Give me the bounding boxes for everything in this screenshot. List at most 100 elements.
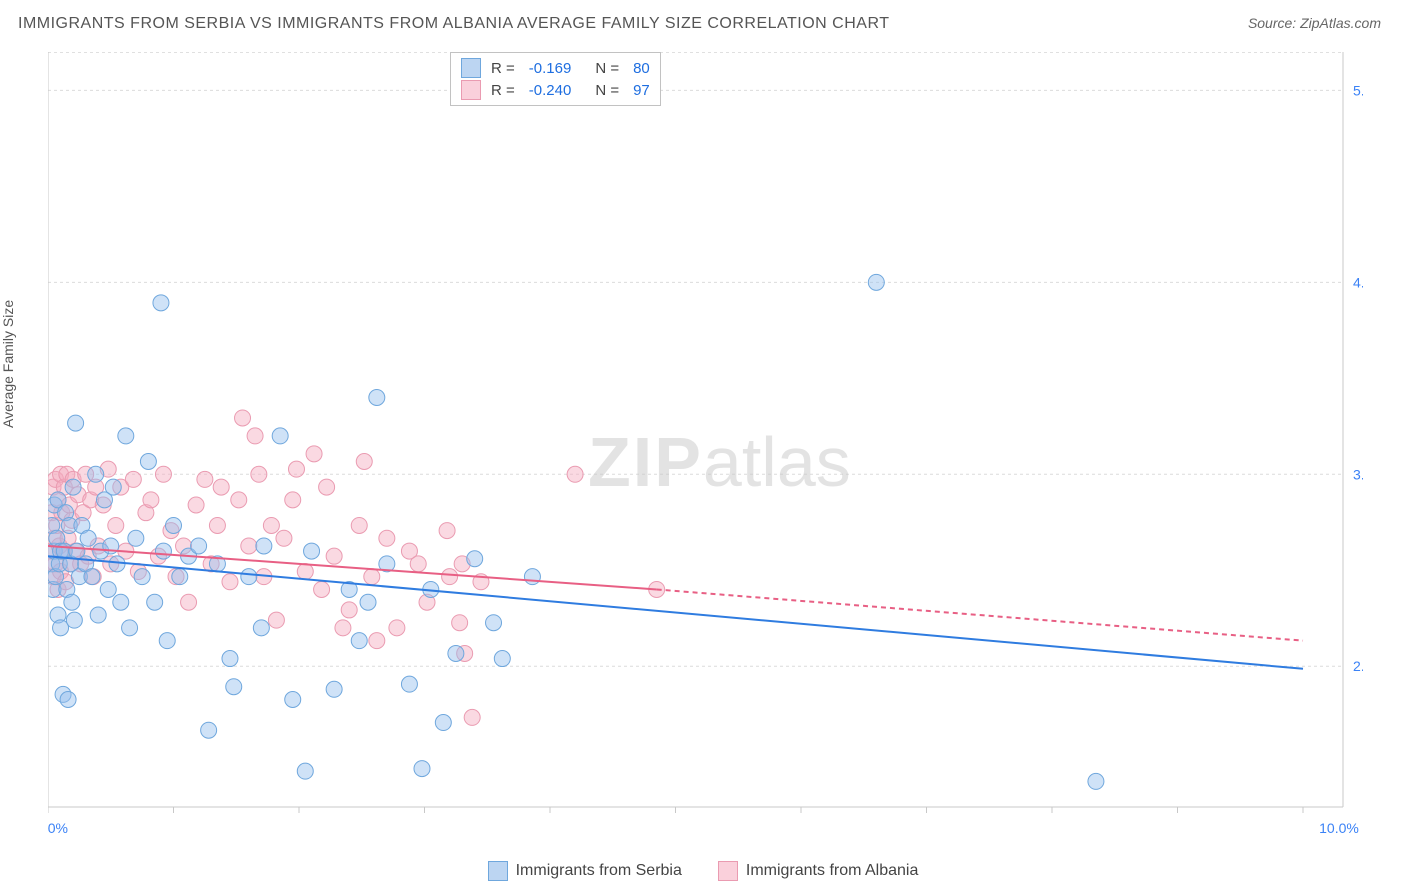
scatter-point-albania (306, 446, 322, 462)
scatter-point-albania (567, 466, 583, 482)
scatter-point-albania (351, 517, 367, 533)
scatter-point-serbia (524, 569, 540, 585)
scatter-point-albania (108, 517, 124, 533)
scatter-point-serbia (226, 679, 242, 695)
scatter-point-serbia (147, 594, 163, 610)
scatter-point-serbia (65, 479, 81, 495)
legend-swatch-pink (461, 80, 481, 100)
scatter-point-serbia (494, 651, 510, 667)
scatter-point-albania (379, 530, 395, 546)
scatter-point-serbia (326, 681, 342, 697)
scatter-point-albania (143, 492, 159, 508)
scatter-point-serbia (1088, 773, 1104, 789)
y-axis-label: Average Family Size (0, 300, 16, 428)
scatter-point-albania (251, 466, 267, 482)
scatter-point-albania (125, 471, 141, 487)
legend-swatch-blue (461, 58, 481, 78)
scatter-point-serbia (467, 551, 483, 567)
scatter-point-serbia (113, 594, 129, 610)
scatter-point-albania (410, 556, 426, 572)
n-label: N = (595, 60, 619, 77)
scatter-point-albania (356, 453, 372, 469)
regression-line-serbia (48, 556, 1303, 669)
scatter-point-serbia (66, 612, 82, 628)
scatter-point-serbia (435, 715, 451, 731)
scatter-point-albania (341, 602, 357, 618)
scatter-point-serbia (285, 692, 301, 708)
scatter-point-serbia (253, 620, 269, 636)
scatter-point-albania (335, 620, 351, 636)
series-legend: Immigrants from Serbia Immigrants from Al… (0, 861, 1406, 886)
scatter-point-albania (439, 523, 455, 539)
scatter-point-albania (319, 479, 335, 495)
legend-item: Immigrants from Albania (718, 861, 919, 881)
scatter-point-serbia (140, 453, 156, 469)
scatter-point-serbia (304, 543, 320, 559)
scatter-point-albania (297, 564, 313, 580)
scatter-point-albania (369, 633, 385, 649)
r-label: R = (491, 60, 515, 77)
scatter-point-serbia (84, 569, 100, 585)
scatter-point-serbia (351, 633, 367, 649)
scatter-point-serbia (369, 390, 385, 406)
legend-swatch-blue (488, 861, 508, 881)
scatter-point-albania (222, 574, 238, 590)
scatter-point-serbia (172, 569, 188, 585)
y-tick-label: 2.75 (1353, 658, 1363, 674)
n-value: 80 (633, 60, 650, 77)
scatter-point-albania (288, 461, 304, 477)
legend-stat-row: R =-0.169N =80 (461, 57, 650, 79)
scatter-point-serbia (256, 538, 272, 554)
legend-label: Immigrants from Albania (746, 862, 919, 880)
scatter-point-albania (464, 709, 480, 725)
y-tick-label: 3.50 (1353, 466, 1363, 482)
scatter-point-serbia (201, 722, 217, 738)
chart-area: 2.753.504.255.000.0%10.0% ZIPatlas (48, 52, 1363, 842)
scatter-point-albania (247, 428, 263, 444)
scatter-point-serbia (191, 538, 207, 554)
scatter-point-serbia (122, 620, 138, 636)
scatter-point-serbia (155, 543, 171, 559)
legend-swatch-pink (718, 861, 738, 881)
scatter-point-albania (235, 410, 251, 426)
scatter-point-serbia (153, 295, 169, 311)
scatter-point-albania (213, 479, 229, 495)
scatter-point-albania (231, 492, 247, 508)
scatter-point-serbia (159, 633, 175, 649)
scatter-point-serbia (414, 761, 430, 777)
x-tick-label: 0.0% (48, 820, 68, 836)
scatter-point-serbia (401, 676, 417, 692)
scatter-point-serbia (100, 581, 116, 597)
scatter-point-albania (241, 538, 257, 554)
legend-stat-row: R =-0.240N =97 (461, 79, 650, 101)
y-tick-label: 4.25 (1353, 274, 1363, 290)
scatter-point-serbia (241, 569, 257, 585)
scatter-point-serbia (90, 607, 106, 623)
scatter-point-albania (276, 530, 292, 546)
scatter-point-serbia (272, 428, 288, 444)
scatter-point-serbia (448, 645, 464, 661)
chart-title: IMMIGRANTS FROM SERBIA VS IMMIGRANTS FRO… (18, 15, 890, 33)
scatter-point-albania (442, 569, 458, 585)
scatter-point-serbia (222, 651, 238, 667)
r-value: -0.240 (529, 82, 572, 99)
n-label: N = (595, 82, 619, 99)
scatter-point-albania (268, 612, 284, 628)
scatter-point-serbia (80, 530, 96, 546)
scatter-point-serbia (88, 466, 104, 482)
legend-label: Immigrants from Serbia (516, 862, 682, 880)
scatter-point-serbia (105, 479, 121, 495)
scatter-point-albania (197, 471, 213, 487)
scatter-point-albania (263, 517, 279, 533)
scatter-point-albania (314, 581, 330, 597)
scatter-point-albania (364, 569, 380, 585)
scatter-point-albania (155, 466, 171, 482)
n-value: 97 (633, 82, 650, 99)
source-attribution: Source: ZipAtlas.com (1248, 15, 1381, 31)
scatter-point-serbia (60, 692, 76, 708)
scatter-point-serbia (68, 415, 84, 431)
scatter-point-serbia (64, 594, 80, 610)
scatter-point-serbia (360, 594, 376, 610)
scatter-point-serbia (868, 274, 884, 290)
scatter-point-serbia (134, 569, 150, 585)
